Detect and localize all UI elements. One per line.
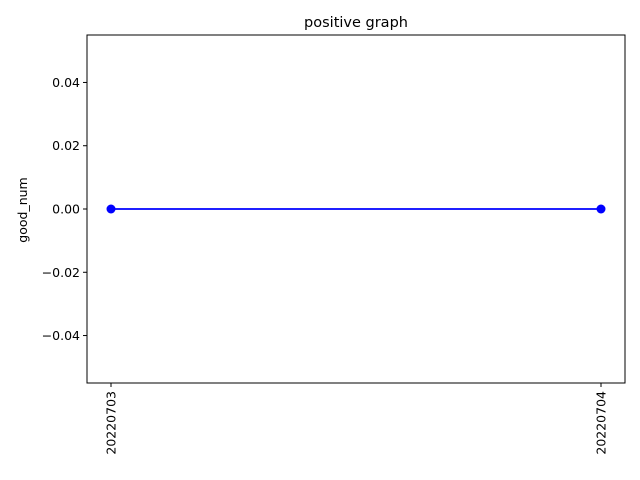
y-axis-label: good_num (15, 177, 30, 242)
x-axis-ticks: 20220703 20220704 (104, 383, 609, 455)
y-tick-label: 0.04 (52, 75, 80, 90)
y-tick-label: 0.00 (52, 202, 80, 217)
chart-title: positive graph (304, 15, 408, 31)
y-tick-label: 0.02 (52, 138, 80, 153)
y-axis-ticks: −0.04 −0.02 0.00 0.02 0.04 (42, 75, 87, 343)
x-tick-label: 20220703 (104, 391, 119, 455)
y-tick-label: −0.02 (42, 265, 80, 280)
plot-area-frame (86, 34, 626, 384)
data-point (596, 204, 606, 214)
y-tick-label: −0.04 (42, 328, 80, 343)
series-layer (106, 204, 606, 214)
x-tick-label: 20220704 (594, 391, 609, 455)
data-point (106, 204, 116, 214)
